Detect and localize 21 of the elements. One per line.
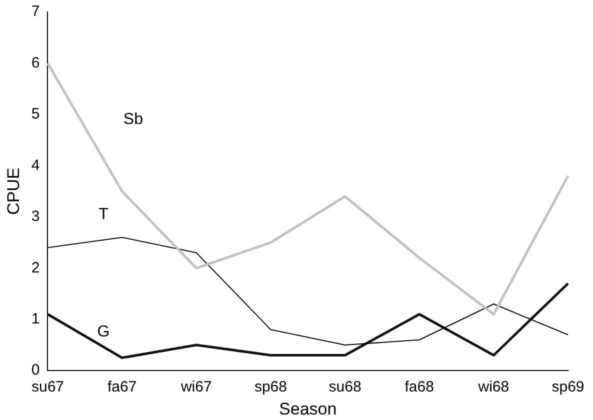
y-tick-label: 2 <box>31 259 40 276</box>
x-tick-label: sp69 <box>552 378 584 396</box>
x-tick-label: fa67 <box>107 378 137 396</box>
y-tick-label: 4 <box>31 156 40 174</box>
y-tick-label: 0 <box>31 362 40 379</box>
y-tick-label: 6 <box>31 54 40 72</box>
x-tick-label: su67 <box>31 378 64 396</box>
y-tick-label: 7 <box>31 3 40 20</box>
y-tick-label: 1 <box>31 310 40 328</box>
x-tick-label: sp68 <box>254 378 287 396</box>
series-label: G <box>97 324 110 341</box>
text: Sb <box>123 110 144 128</box>
x-tick-label: wi67 <box>180 378 212 396</box>
x-tick-label: su68 <box>328 378 362 396</box>
x-tick-label: fa68 <box>404 378 434 396</box>
series-label: T <box>98 206 109 223</box>
x-tick-label: wi68 <box>477 378 510 396</box>
x-axis-title: Season <box>279 399 337 418</box>
y-axis-title: CPUE <box>4 168 23 215</box>
y-tick-label: 5 <box>31 106 40 123</box>
y-tick-label: 3 <box>31 208 40 226</box>
